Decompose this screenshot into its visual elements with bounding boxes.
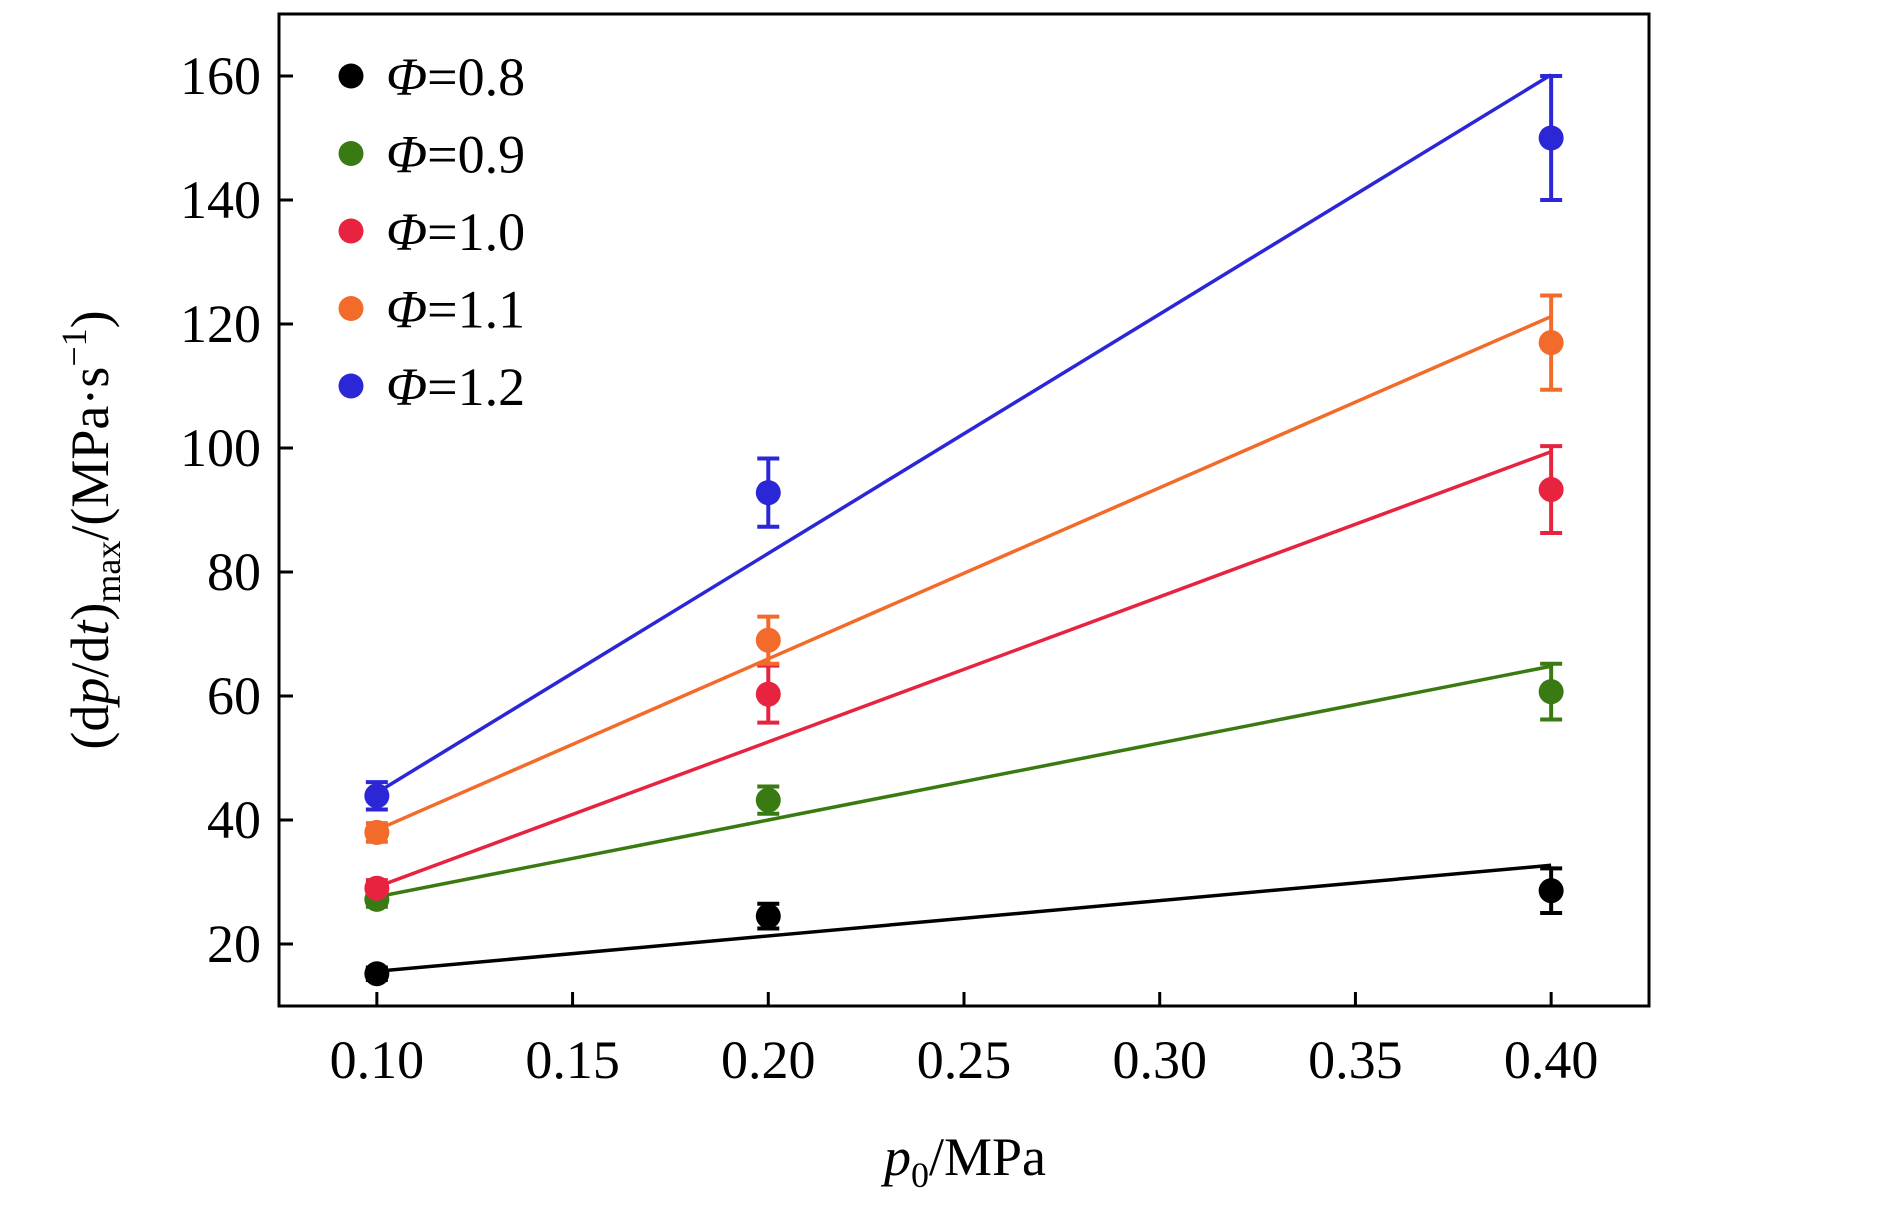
x-tick-label: 0.35 bbox=[1308, 1030, 1403, 1090]
legend-label: Φ=1.1 bbox=[386, 280, 525, 340]
x-tick-label: 0.20 bbox=[721, 1030, 816, 1090]
legend-item: Φ=1.2 bbox=[338, 357, 525, 417]
data-point bbox=[364, 783, 390, 809]
y-axis-label-close: ) bbox=[60, 603, 120, 621]
legend: Φ=0.8 Φ=0.9 Φ=1.0 Φ=1.1 Φ=1.2 bbox=[338, 47, 525, 417]
y-tick-label: 40 bbox=[207, 790, 261, 850]
fit-line bbox=[376, 664, 1552, 899]
legend-marker bbox=[338, 63, 364, 89]
x-tick-label: 0.25 bbox=[917, 1030, 1012, 1090]
data-point bbox=[364, 875, 390, 901]
data-point bbox=[1538, 125, 1564, 151]
legend-item: Φ=1.1 bbox=[338, 280, 525, 340]
legend-marker bbox=[338, 296, 364, 321]
y-axis-label: (dp/dt)max/(MPa·s−1) bbox=[54, 310, 128, 749]
y-tick-label: 120 bbox=[180, 294, 261, 354]
fit-line bbox=[375, 73, 1553, 795]
y-tick-label: 140 bbox=[180, 170, 261, 230]
data-point bbox=[755, 480, 781, 506]
fit-line bbox=[376, 314, 1552, 832]
data-point bbox=[1538, 679, 1564, 705]
y-tick-label: 160 bbox=[180, 46, 261, 106]
y-axis-label-var2: t bbox=[60, 619, 120, 636]
y-tick-label: 100 bbox=[180, 418, 261, 478]
fit-line bbox=[376, 863, 1552, 974]
legend-label: Φ=1.2 bbox=[386, 357, 525, 417]
y-axis-label-mid: /d bbox=[60, 636, 120, 678]
y-axis-label-open: (d bbox=[60, 705, 120, 750]
x-tick-label: 0.30 bbox=[1112, 1030, 1207, 1090]
data-point bbox=[364, 819, 390, 845]
y-axis-label-unit: /(MPa·s bbox=[60, 367, 120, 541]
data-point bbox=[755, 787, 781, 813]
data-point bbox=[364, 961, 390, 987]
y-axis-ticks: 20 40 60 80 100 120 140 160 bbox=[180, 46, 293, 974]
legend-item: Φ=0.9 bbox=[338, 125, 525, 185]
x-axis-label-unit: /MPa bbox=[929, 1127, 1046, 1187]
y-tick-label: 80 bbox=[207, 542, 261, 602]
x-tick-label: 0.10 bbox=[330, 1030, 425, 1090]
y-axis-label-sup: −1 bbox=[54, 328, 94, 366]
data-point bbox=[755, 903, 781, 929]
x-axis-label: p0/MPa bbox=[880, 1127, 1046, 1195]
fit-lines bbox=[375, 73, 1553, 974]
legend-item: Φ=1.0 bbox=[338, 202, 525, 262]
legend-item: Φ=0.8 bbox=[338, 47, 525, 107]
data-point bbox=[1538, 330, 1564, 356]
legend-label: Φ=1.0 bbox=[386, 202, 525, 262]
data-point bbox=[1538, 477, 1564, 503]
data-point bbox=[755, 627, 781, 653]
x-tick-label: 0.15 bbox=[525, 1030, 620, 1090]
x-tick-label: 0.40 bbox=[1504, 1030, 1599, 1090]
y-axis-label-var1: p bbox=[60, 678, 120, 709]
y-tick-label: 20 bbox=[207, 914, 261, 974]
y-axis-label-sub: max bbox=[88, 541, 128, 603]
legend-marker bbox=[338, 218, 364, 244]
data-point bbox=[1538, 878, 1564, 904]
data-points bbox=[364, 125, 1564, 987]
legend-label: Φ=0.9 bbox=[386, 125, 525, 185]
legend-marker bbox=[338, 373, 364, 399]
legend-marker bbox=[338, 141, 364, 166]
y-axis-label-end: ) bbox=[60, 310, 120, 328]
x-axis-label-var: p bbox=[880, 1127, 911, 1187]
x-axis-ticks: 0.10 0.15 0.20 0.25 0.30 0.35 0.40 bbox=[330, 992, 1599, 1090]
fit-line bbox=[376, 450, 1552, 889]
y-tick-label: 60 bbox=[207, 666, 261, 726]
error-bars bbox=[365, 74, 1563, 982]
data-point bbox=[755, 681, 781, 707]
x-axis-label-sub: 0 bbox=[911, 1155, 929, 1195]
legend-label: Φ=0.8 bbox=[386, 47, 525, 107]
